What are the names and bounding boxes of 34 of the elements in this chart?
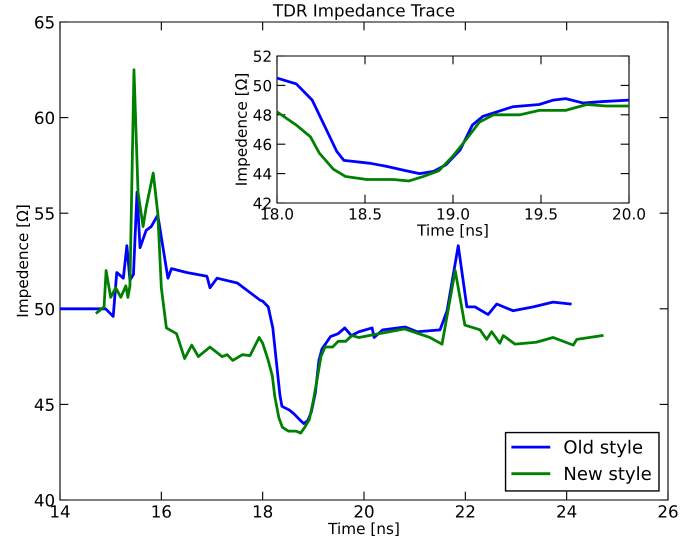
- line-series: [277, 103, 629, 182]
- x-tick-label: 26: [658, 505, 678, 518]
- y-tick-label: 45: [34, 398, 54, 411]
- y-tick-label: 52: [254, 50, 271, 62]
- y-tick-label: 46: [253, 138, 272, 150]
- x-tick-label: 16: [152, 505, 171, 518]
- y-tick-label: 55: [35, 207, 54, 220]
- y-tick-label: 44: [253, 168, 272, 180]
- x-tick-label: 19.0: [438, 208, 469, 220]
- x-tick-label: 18: [254, 505, 272, 518]
- y-tick-label: 40: [34, 494, 54, 507]
- y-tick-label: 50: [35, 302, 54, 316]
- y-axis-title: Impedence [Ω]: [235, 74, 250, 185]
- y-tick-label: 50: [254, 80, 272, 92]
- x-tick-label: 18.0: [262, 208, 293, 220]
- x-tick-label: 20: [354, 505, 374, 518]
- y-tick-label: 42: [253, 197, 271, 209]
- legend-label: Old style: [564, 440, 642, 458]
- y-tick-label: 65: [35, 16, 54, 29]
- x-tick-label: 24: [557, 505, 576, 518]
- line-series: [277, 76, 629, 175]
- y-tick-label: 48: [253, 109, 272, 121]
- chart-title: TDR Impedance Trace: [272, 4, 454, 20]
- line-series: [96, 68, 604, 434]
- x-tick-label: 20.0: [613, 208, 645, 220]
- x-tick-label: 19.5: [526, 208, 557, 220]
- x-axis-title: Time [ns]: [328, 522, 399, 536]
- x-tick-label: 22: [456, 505, 474, 518]
- y-tick-label: 60: [35, 112, 54, 124]
- legend-label: New style: [565, 466, 651, 484]
- y-axis-title: Impedence [Ω]: [16, 206, 32, 316]
- x-tick-label: 18.5: [350, 208, 381, 220]
- x-axis-title: Time [ns]: [417, 224, 488, 238]
- x-tick-label: 14: [51, 505, 70, 518]
